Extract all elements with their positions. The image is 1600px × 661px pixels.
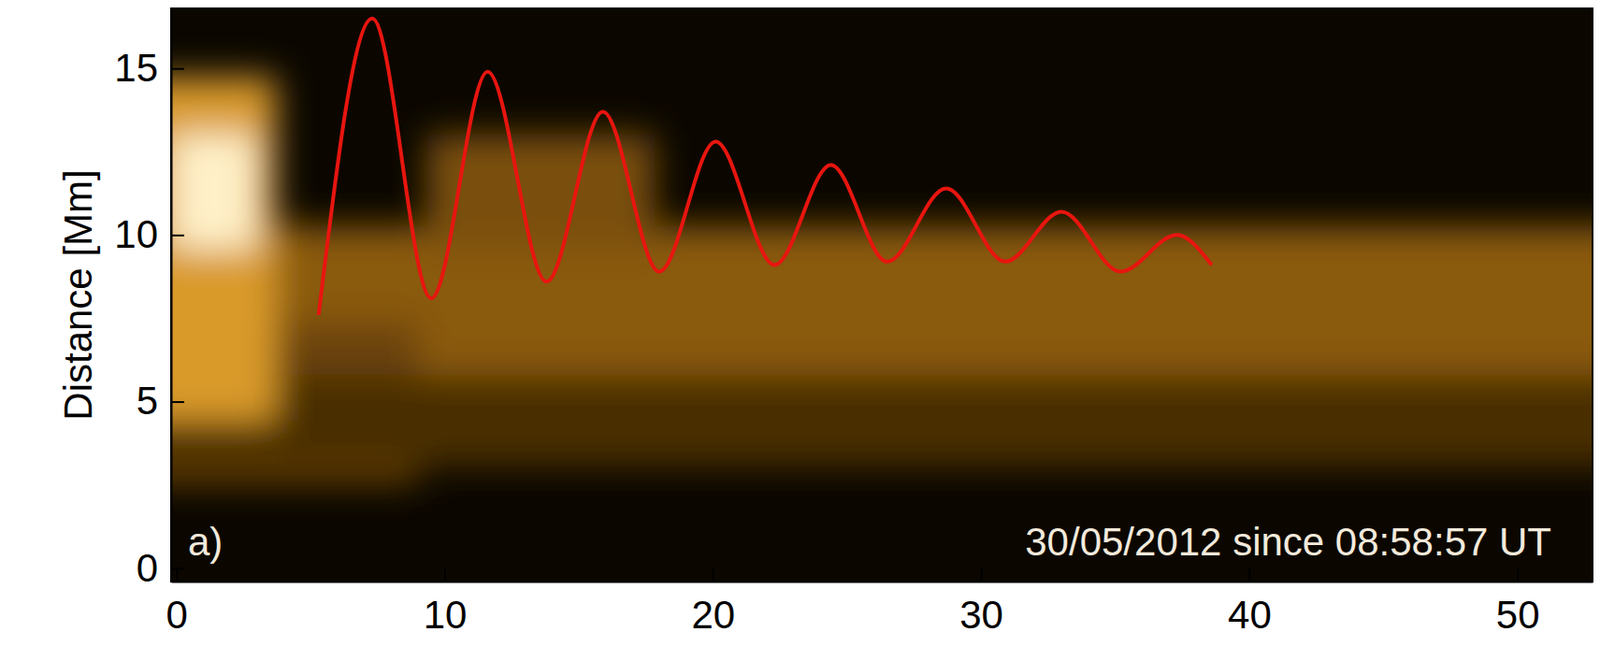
y-axis-title: Distance [Mm] [56, 169, 101, 420]
x-tick: 0 [166, 568, 188, 637]
x-tick-mark [980, 568, 983, 582]
x-tick-mark [1516, 568, 1519, 582]
x-tick: 30 [959, 568, 1004, 637]
x-tick-label: 20 [691, 592, 736, 637]
x-tick-label: 50 [1496, 592, 1541, 637]
x-tick-mark [175, 568, 178, 582]
plot-frame [171, 8, 1593, 582]
x-tick-label: 40 [1227, 592, 1272, 637]
x-axis: 0 10 20 30 40 50 [166, 568, 1594, 637]
lines [318, 18, 1212, 316]
annotations: a) 30/05/2012 since 08:58:57 UT [187, 519, 1552, 564]
plot: 0 10 20 30 40 50 0 5 10 15 a) 30/05/2012 since 08:5… [114, 8, 1600, 637]
y-tick-mark [171, 567, 185, 570]
x-tick: 20 [691, 568, 736, 637]
x-tick-label: 0 [166, 592, 188, 637]
x-tick: 40 [1227, 568, 1272, 637]
x-tick-label: 30 [959, 592, 1004, 637]
y-tick-label: 10 [114, 212, 159, 257]
y-tick-mark [171, 68, 185, 71]
x-axis-line [172, 581, 1594, 584]
bright-core [171, 134, 257, 250]
x-tick-mark [444, 568, 447, 582]
y-tick: 5 [136, 378, 185, 423]
bright-blob [171, 77, 276, 422]
date-annotation: 30/05/2012 since 08:58:57 UT [1024, 519, 1552, 564]
x-tick: 10 [423, 568, 468, 637]
y-axis-line [171, 9, 173, 583]
chart: 0 10 20 30 40 50 0 5 10 15 a) 30/05/2012 since 08:5… [0, 0, 1600, 661]
y-axis: 0 5 10 15 [114, 9, 185, 591]
intensity-glow [171, 77, 1593, 485]
background [171, 8, 1593, 582]
x-tick: 50 [1496, 568, 1541, 637]
y-tick: 10 [114, 212, 185, 257]
y-tick: 15 [114, 45, 185, 90]
y-tick-label: 5 [136, 378, 159, 423]
panel-label: a) [187, 519, 223, 564]
y-tick-label: 15 [114, 45, 159, 90]
fit-curve [318, 18, 1212, 316]
x-tick-label: 10 [423, 592, 468, 637]
y-tick-mark [171, 234, 185, 237]
y-tick: 0 [136, 546, 185, 591]
y-tick-label: 0 [136, 546, 159, 591]
x-tick-mark [1248, 568, 1251, 582]
lower-band [171, 374, 1593, 467]
y-tick-mark [171, 401, 185, 404]
x-tick-mark [712, 568, 715, 582]
